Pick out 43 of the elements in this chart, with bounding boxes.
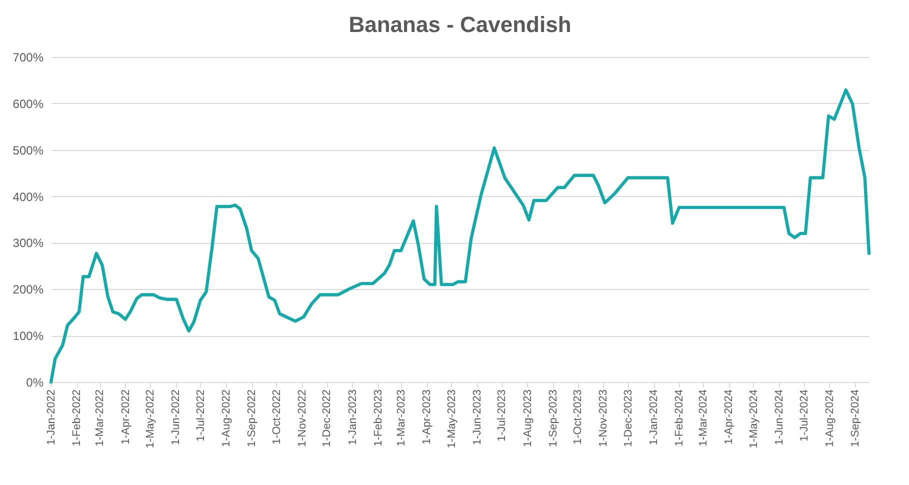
x-tick-label: 1-Feb-2023 bbox=[372, 390, 384, 446]
x-tick-label: 1-Nov-2022 bbox=[296, 390, 308, 447]
y-tick-label: 400% bbox=[12, 190, 44, 204]
x-tick-label: 1-Mar-2024 bbox=[698, 390, 710, 446]
x-tick-label: 1-Jun-2024 bbox=[774, 390, 786, 446]
x-tick-label: 1-Aug-2024 bbox=[824, 390, 836, 447]
x-tick-label: 1-Feb-2022 bbox=[71, 390, 84, 446]
x-tick-label: 1-Apr-2022 bbox=[120, 390, 132, 445]
x-tick-label: 1-Jan-2024 bbox=[648, 390, 660, 446]
y-tick-label: 600% bbox=[12, 96, 44, 111]
x-tick-label: 1-Jul-2024 bbox=[798, 390, 810, 442]
x-tick-label: 1-Dec-2022 bbox=[321, 390, 334, 447]
y-tick-label: 300% bbox=[12, 236, 44, 250]
x-tick-label: 1-Aug-2023 bbox=[522, 390, 534, 447]
x-tick-label: 1-Oct-2022 bbox=[270, 390, 283, 445]
x-tick-label: 1-Feb-2024 bbox=[674, 390, 686, 446]
line-series bbox=[49, 88, 871, 384]
y-tick-label: 200% bbox=[12, 282, 44, 297]
x-tick-label: 1-Mar-2022 bbox=[94, 390, 106, 446]
x-tick-label: 1-Sep-2022 bbox=[246, 390, 258, 447]
x-tick-label: 1-Jun-2022 bbox=[170, 390, 182, 446]
x-tick-label: 1-Oct-2023 bbox=[572, 390, 584, 445]
x-tick-label: 1-Jan-2023 bbox=[346, 390, 359, 446]
x-tick-label: 1-Jul-2022 bbox=[194, 390, 207, 442]
y-tick-label: 100% bbox=[12, 329, 44, 344]
x-tick-label: 1-Dec-2023 bbox=[622, 390, 634, 447]
x-tick-label: 1-Sep-2023 bbox=[547, 390, 560, 447]
x-tick-label: 1-Apr-2023 bbox=[421, 390, 434, 445]
x-tick-label: 1-Jan-2022 bbox=[46, 390, 58, 446]
chart-title: Bananas - Cavendish bbox=[348, 12, 572, 37]
x-tick-label: 1-Aug-2022 bbox=[220, 390, 232, 447]
x-tick-label: 1-Nov-2023 bbox=[598, 390, 610, 447]
x-tick-label: 1-Jun-2023 bbox=[471, 390, 484, 446]
x-tick-label: 1-May-2023 bbox=[446, 390, 458, 448]
y-tick-label: 0% bbox=[26, 376, 44, 390]
x-tick-label: 1-Apr-2024 bbox=[723, 390, 736, 445]
y-tick-label: 500% bbox=[12, 143, 44, 158]
x-tick-label: 1-May-2022 bbox=[144, 390, 157, 448]
x-tick-label: 1-Sep-2024 bbox=[849, 390, 862, 447]
x-tick-label: 1-Mar-2023 bbox=[395, 390, 408, 446]
y-tick-label: 700% bbox=[12, 50, 44, 64]
x-tick-label: 1-May-2024 bbox=[748, 390, 760, 448]
x-tick-label: 1-Jul-2023 bbox=[496, 390, 508, 442]
